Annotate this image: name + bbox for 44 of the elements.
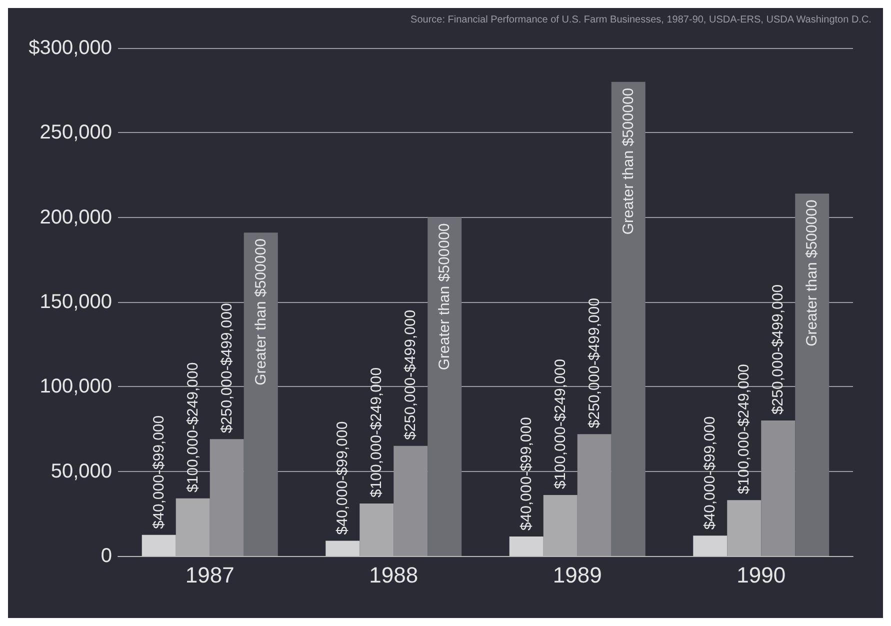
bar [611,82,646,556]
bar [428,217,462,556]
bar [360,504,394,556]
y-tick-label: 250,000 [40,122,112,144]
text: Greater than $500000 [436,223,454,370]
y-tick-label: 200,000 [40,206,112,228]
text: Greater than $500000 [804,200,821,346]
y-tick-label: 0 [100,545,112,567]
bar [509,536,544,556]
bar [176,498,210,556]
y-tick-label: 50,000 [50,460,112,482]
text: Greater than $500000 [620,88,637,235]
bar [761,420,796,556]
bar [326,540,360,556]
x-tick-label: 1989 [552,562,602,588]
source-note: Source: Financial Performance of U.S. Farm Businesses, 1987-90, USDA-ERS, USDA Washington D.C. [410,14,872,26]
y-tick-label: $300,000 [28,37,112,59]
text: $250,000-$499,000 [218,303,236,434]
text: $40,000-$99,000 [518,417,535,531]
text: $250,000-$499,000 [586,298,603,428]
text: $100,000-$249,000 [368,367,386,498]
bar [795,194,830,556]
bar [693,536,728,556]
y-tick-label: 150,000 [40,291,112,313]
bar [577,434,612,556]
bar [543,495,578,556]
text: $250,000-$499,000 [402,310,420,440]
text: $40,000-$99,000 [702,416,719,530]
y-tick-label: 100,000 [40,376,112,398]
bar [244,232,278,556]
text: $250,000-$499,000 [770,284,787,415]
x-tick-label: 1990 [736,562,786,588]
bar [210,439,244,556]
bar [142,534,176,556]
text: $100,000-$249,000 [736,364,753,494]
x-tick-label: 1987 [185,562,234,588]
text: $40,000-$99,000 [334,421,352,535]
text: $40,000-$99,000 [150,415,168,529]
x-tick-label: 1988 [369,562,418,588]
text: $100,000-$249,000 [552,358,569,490]
text: $100,000-$249,000 [184,362,202,492]
bar [394,446,428,556]
series-label: Greater than $500000 [252,238,270,386]
bar [727,500,762,556]
